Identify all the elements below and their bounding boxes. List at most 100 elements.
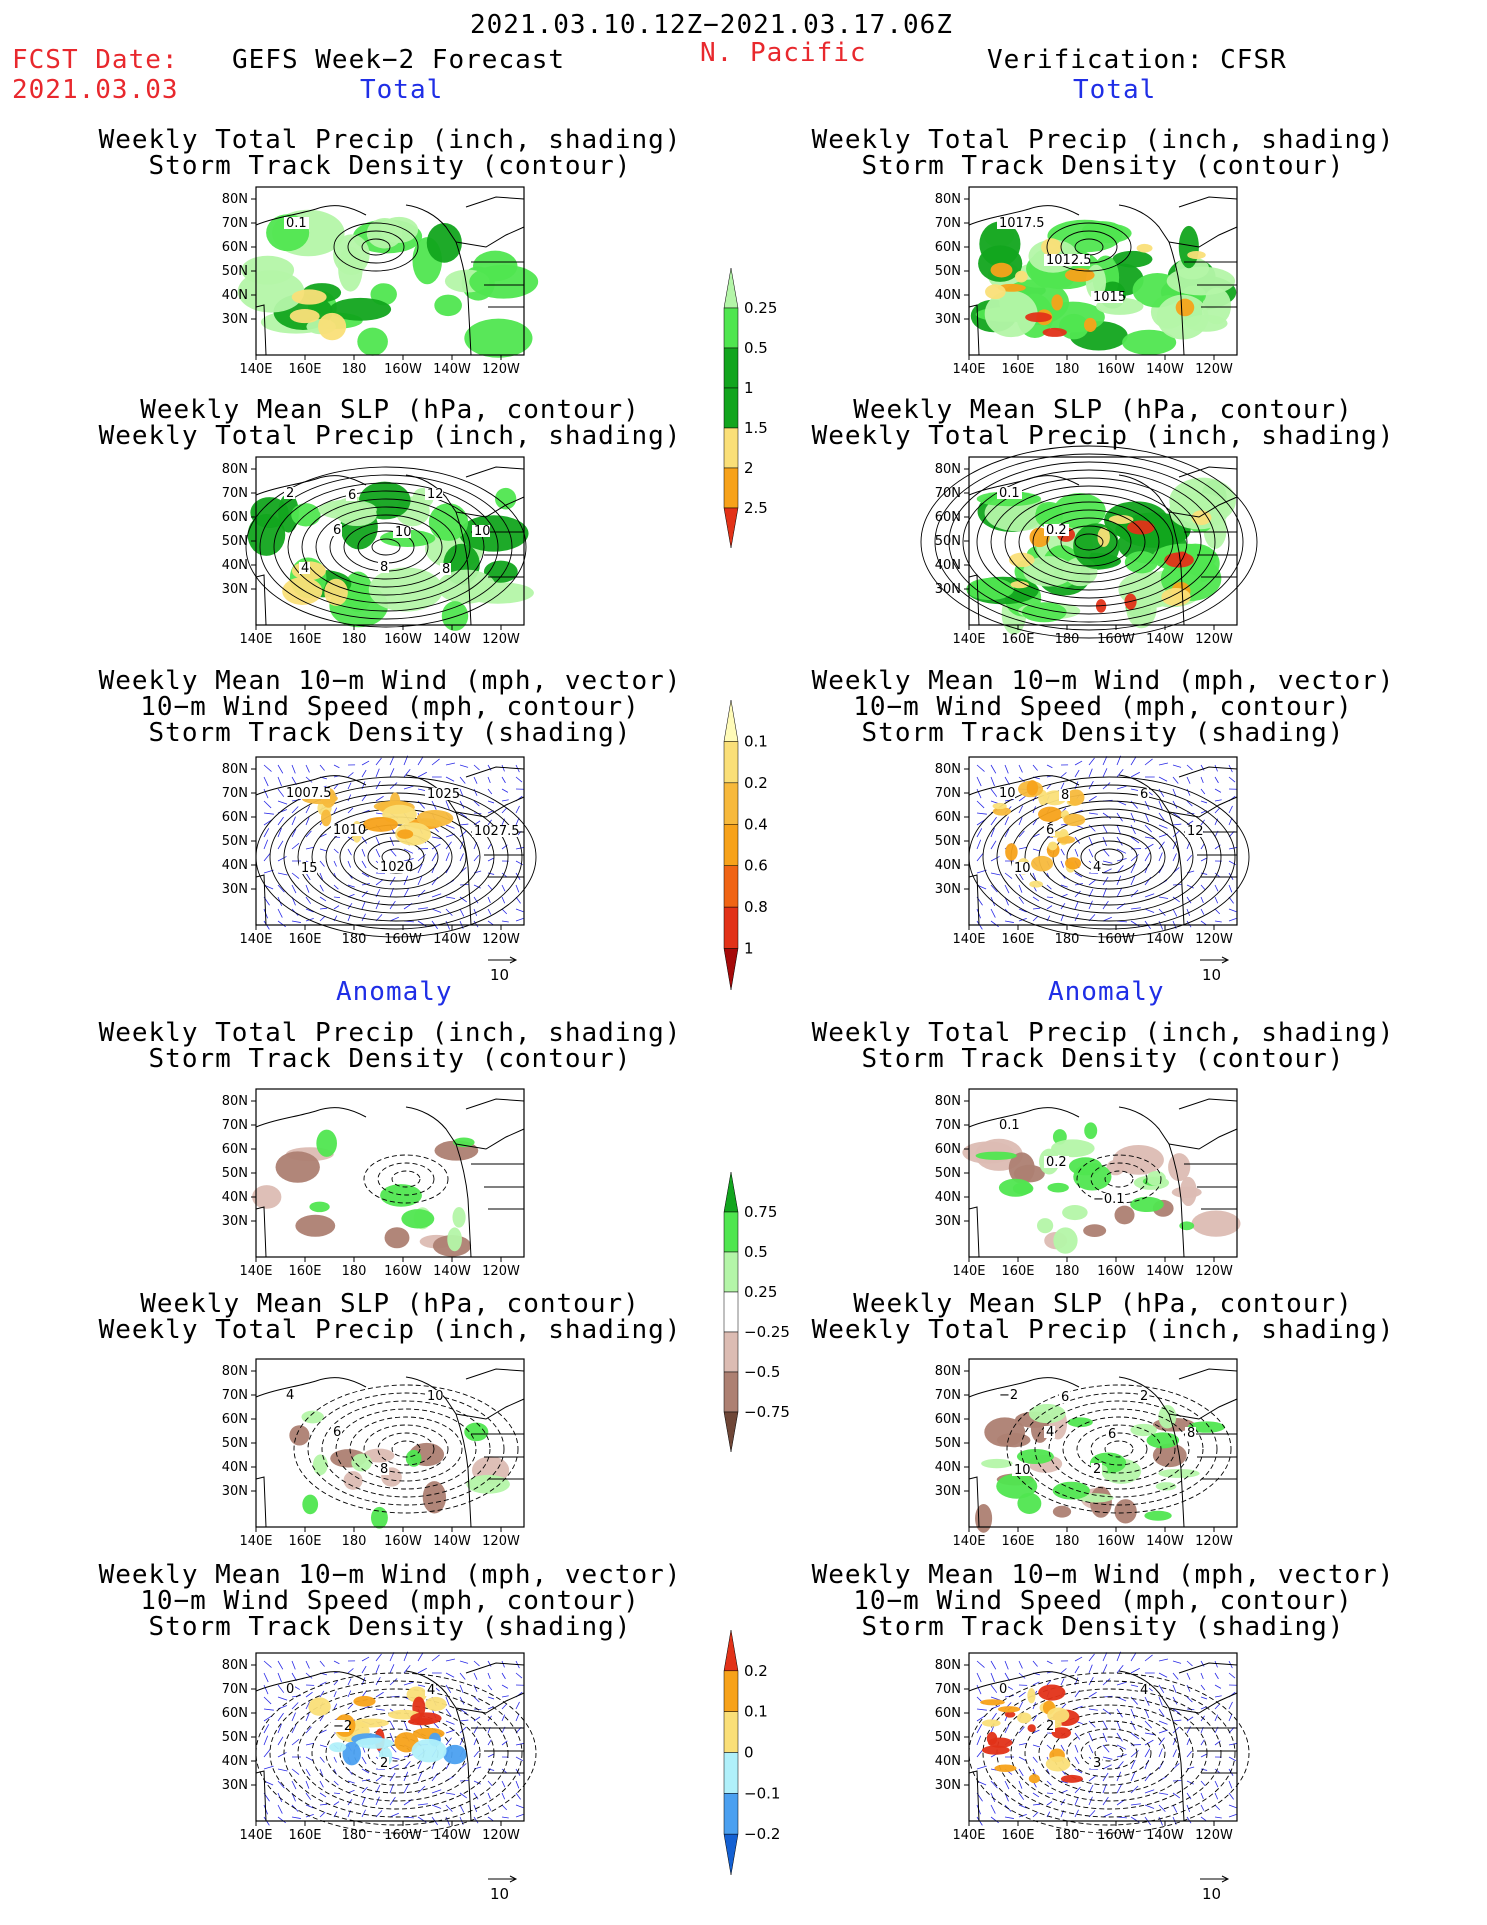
lon-tick-label: 140W <box>1146 932 1184 947</box>
colorbar-swatch <box>723 1331 739 1373</box>
right-asp-map-panel: 80N 70N 60N 50N 40N 30N 140E 160E 180 160W 140W 120… <box>935 1358 1238 1549</box>
colorbar-level-label: 2.5 <box>744 499 768 517</box>
vector-reference: 10 <box>1200 1875 1230 1903</box>
left-precip-track-title-1: Weekly Total Precip (inch, shading) <box>98 125 682 155</box>
lon-tick-label: 180 <box>1055 632 1080 647</box>
lat-tick-label: 60N <box>222 510 248 525</box>
colorbar-swatch <box>723 387 739 429</box>
lon-tick-label: 140W <box>1146 362 1184 377</box>
right-precip-track-title-2: Storm Track Density (contour) <box>861 151 1345 181</box>
lon-tick-label: 120W <box>482 632 520 647</box>
lat-tick-label: 50N <box>935 1166 961 1181</box>
right-wind-track-title-2: 10−m Wind Speed (mph, contour) <box>853 692 1353 722</box>
contour-label: 3 <box>1093 1756 1101 1771</box>
contour-label: 0.2 <box>1046 1155 1067 1170</box>
lat-tick-label: 30N <box>935 582 961 597</box>
lat-tick-label: 30N <box>935 1778 961 1793</box>
contour-label: 1010 <box>333 823 366 838</box>
colorbar_total_track: 0.1 0.2 0.4 0.6 0.8 1 <box>723 699 768 991</box>
colorbar-swatch <box>723 267 739 309</box>
contour-label: 4 <box>286 1388 294 1403</box>
svg-text:10: 10 <box>490 966 509 984</box>
contour-label: 4 <box>1140 1683 1148 1698</box>
lon-tick-label: 160E <box>288 1264 321 1279</box>
contour-label: 10 <box>474 524 491 539</box>
lat-tick-label: 70N <box>222 1682 248 1697</box>
right-total-label: Total <box>1073 75 1157 105</box>
lon-tick-label: 140E <box>952 1534 985 1549</box>
lat-tick-label: 30N <box>222 882 248 897</box>
colorbar-level-label: 0.4 <box>744 815 768 833</box>
lon-tick-label: 140E <box>952 362 985 377</box>
left-apt-map-panel: 80N 70N 60N 50N 40N 30N 140E 160E 180 160W 140W 120… <box>222 1088 525 1279</box>
right-apt-map-panel: 80N 70N 60N 50N 40N 30N 140E 160E 180 160W 140W 120… <box>935 1088 1241 1279</box>
lon-tick-label: 160E <box>1001 1534 1034 1549</box>
colorbar-swatch <box>723 427 739 469</box>
contour-label: 1007.5 <box>286 786 332 801</box>
contour-label: 6 <box>1061 1390 1069 1405</box>
lon-tick-label: 160W <box>384 1264 422 1279</box>
fcst-date-value: 2021.03.03 <box>12 75 179 105</box>
contour-label: 8 <box>380 1462 388 1477</box>
contour-label: 1020 <box>380 860 413 875</box>
right-pt-map-panel: 80N 70N 60N 50N 40N 30N 140E 160E 180 160W 140W 120… <box>935 186 1238 377</box>
right-anom-precip-track-title-2: Storm Track Density (contour) <box>861 1044 1345 1074</box>
colorbar-level-label: 0.2 <box>744 774 768 792</box>
lon-tick-label: 120W <box>1195 932 1233 947</box>
lon-tick-label: 140E <box>239 632 272 647</box>
lon-tick-label: 160W <box>1097 1828 1135 1843</box>
colorbar-level-label: −0.75 <box>744 1403 790 1421</box>
lat-tick-label: 40N <box>222 288 248 303</box>
colorbar-level-label: 0.75 <box>744 1203 777 1221</box>
lat-tick-label: 80N <box>935 1094 961 1109</box>
lat-tick-label: 50N <box>222 1730 248 1745</box>
lon-tick-label: 140E <box>952 1828 985 1843</box>
right-anom-slp-precip-title-2: Weekly Total Precip (inch, shading) <box>811 1315 1395 1345</box>
colorbar-level-label: 0 <box>744 1744 754 1762</box>
colorbar-swatch <box>723 507 739 549</box>
colorbar-level-label: 1.5 <box>744 419 768 437</box>
lon-tick-label: 160W <box>1097 932 1135 947</box>
lon-tick-label: 160E <box>288 632 321 647</box>
lon-tick-label: 140E <box>239 1534 272 1549</box>
lat-tick-label: 70N <box>935 1682 961 1697</box>
lon-tick-label: 140E <box>952 932 985 947</box>
lon-tick-label: 140W <box>433 932 471 947</box>
left-sp-map-panel: 80N 70N 60N 50N 40N 30N 140E 160E 180 160W 140W 120… <box>222 456 534 647</box>
lon-tick-label: 160W <box>1097 632 1135 647</box>
lat-tick-label: 80N <box>935 1658 961 1673</box>
colorbar-swatch <box>723 347 739 389</box>
lon-tick-label: 160E <box>1001 632 1034 647</box>
colorbar-swatch <box>723 948 739 991</box>
lat-tick-label: 40N <box>222 558 248 573</box>
colorbar-level-label: −0.2 <box>744 1825 780 1843</box>
colorbar-level-label: 0.2 <box>744 1662 768 1680</box>
right-anom-wind-track-title-2: 10−m Wind Speed (mph, contour) <box>853 1586 1353 1616</box>
lat-tick-label: 70N <box>935 486 961 501</box>
colorbar-swatch <box>723 1711 739 1753</box>
contour-label: 6 <box>1140 787 1148 802</box>
lat-tick-label: 40N <box>222 1460 248 1475</box>
colorbar_anom_track: 0.2 0.1 0 −0.1 −0.2 <box>723 1629 780 1876</box>
colorbar-swatch <box>723 1171 739 1213</box>
left-wind-track-title-3: Storm Track Density (shading) <box>148 718 632 748</box>
lat-tick-label: 60N <box>935 1142 961 1157</box>
lat-tick-label: 70N <box>222 1118 248 1133</box>
vector-reference: 10 <box>1200 956 1230 984</box>
lat-tick-label: 30N <box>222 1484 248 1499</box>
lat-tick-label: 30N <box>222 312 248 327</box>
colorbar-swatch <box>723 1291 739 1333</box>
contour-label: 2 <box>1140 1389 1148 1404</box>
colorbar-swatch <box>723 1371 739 1413</box>
left-anom-precip-track-title-2: Storm Track Density (contour) <box>148 1044 632 1074</box>
svg-text:10: 10 <box>1202 966 1221 984</box>
contour-label: 2 <box>380 1756 388 1771</box>
lat-tick-label: 40N <box>222 1190 248 1205</box>
lon-tick-label: 140W <box>433 1828 471 1843</box>
left-wind-track-title-2: 10−m Wind Speed (mph, contour) <box>140 692 640 722</box>
lat-tick-label: 40N <box>935 1190 961 1205</box>
lon-tick-label: 180 <box>342 1534 367 1549</box>
contour-label: 8 <box>1187 1426 1195 1441</box>
left-anom-wind-track-title-2: 10−m Wind Speed (mph, contour) <box>140 1586 640 1616</box>
lon-tick-label: 160W <box>384 362 422 377</box>
